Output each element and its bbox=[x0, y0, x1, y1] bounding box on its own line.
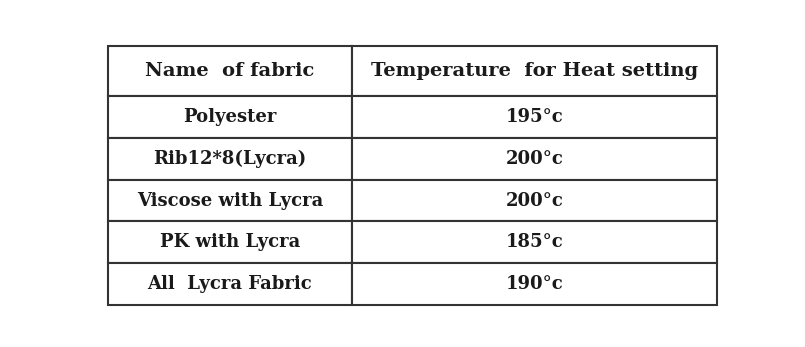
Bar bbox=[108, 138, 352, 180]
Bar bbox=[352, 96, 717, 138]
Text: Rib12*8(Lycra): Rib12*8(Lycra) bbox=[153, 150, 307, 168]
Bar bbox=[352, 263, 717, 305]
Text: PK with Lycra: PK with Lycra bbox=[159, 233, 300, 251]
Bar bbox=[352, 180, 717, 221]
Text: Viscose with Lycra: Viscose with Lycra bbox=[137, 192, 323, 210]
Text: 195°c: 195°c bbox=[506, 108, 564, 126]
Bar bbox=[108, 96, 352, 138]
Text: 200°c: 200°c bbox=[506, 150, 564, 168]
Bar bbox=[108, 263, 352, 305]
Text: Name  of fabric: Name of fabric bbox=[145, 62, 315, 80]
Text: Temperature  for Heat setting: Temperature for Heat setting bbox=[371, 62, 698, 80]
Text: 185°c: 185°c bbox=[506, 233, 564, 251]
Text: All  Lycra Fabric: All Lycra Fabric bbox=[147, 275, 312, 293]
Bar bbox=[108, 180, 352, 221]
Text: 200°c: 200°c bbox=[506, 192, 564, 210]
Text: Polyester: Polyester bbox=[184, 108, 277, 126]
Bar bbox=[108, 46, 352, 96]
Bar bbox=[352, 138, 717, 180]
Bar bbox=[352, 221, 717, 263]
Bar bbox=[108, 221, 352, 263]
Bar bbox=[352, 46, 717, 96]
Text: 190°c: 190°c bbox=[506, 275, 564, 293]
